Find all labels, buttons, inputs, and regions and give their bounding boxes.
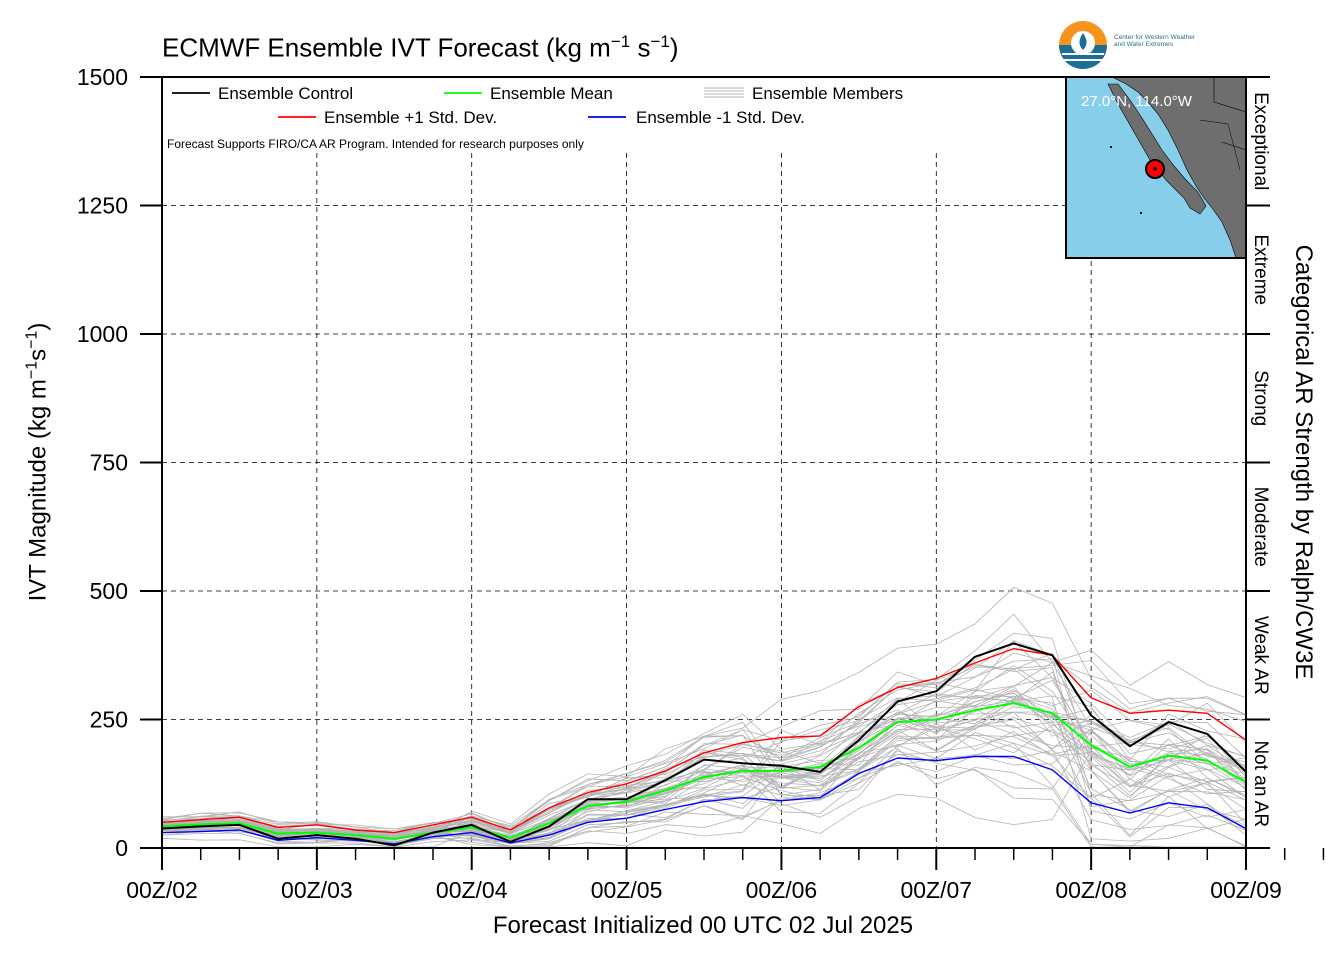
x-tick-label: 00Z/03 xyxy=(281,877,353,903)
category-label: Strong xyxy=(1250,370,1271,426)
ensemble-member-line xyxy=(162,706,1246,837)
ensemble-member-line xyxy=(162,613,1246,834)
logo-text: Center for Western Weather and Water Extr… xyxy=(1114,34,1196,48)
location-label: 27.0°N, 114.0°W xyxy=(1081,93,1193,110)
legend-minus-std: Ensemble -1 Std. Dev. xyxy=(636,108,805,127)
ensemble-member-line xyxy=(162,640,1246,847)
ensemble-member-line xyxy=(162,640,1246,837)
y-tick-label: 750 xyxy=(90,450,128,476)
y-axis-label: IVT Magnitude (kg m−1s−1) xyxy=(23,322,52,602)
ensemble-member-line xyxy=(162,692,1246,841)
category-label: Moderate xyxy=(1250,487,1271,567)
ensemble-member-line xyxy=(162,720,1246,836)
ensemble-member-line xyxy=(162,586,1246,830)
x-tick-label: 00Z/02 xyxy=(126,877,198,903)
category-label: Not an AR xyxy=(1250,740,1271,827)
ensemble-member-line xyxy=(162,716,1246,841)
ensemble-member-line xyxy=(162,738,1246,848)
ensemble-member-line xyxy=(162,652,1246,837)
ensemble-member-line xyxy=(162,723,1246,841)
ensemble-member-line xyxy=(162,692,1246,841)
x-tick-label: 00Z/05 xyxy=(591,877,663,903)
mean-line xyxy=(162,702,1246,840)
chart-title: ECMWF Ensemble IVT Forecast (kg m−1 s−1) xyxy=(162,32,679,63)
x-tick-label: 00Z/08 xyxy=(1055,877,1127,903)
x-tick-label: 00Z/07 xyxy=(900,877,972,903)
legend: Ensemble Control Ensemble Mean Ensemble … xyxy=(167,84,903,151)
y-tick-label: 250 xyxy=(90,707,128,733)
ensemble-member-line xyxy=(162,665,1246,832)
legend-plus-std: Ensemble +1 Std. Dev. xyxy=(324,108,497,127)
grid-lines xyxy=(162,153,1246,848)
y-tick-label: 1500 xyxy=(77,64,128,90)
plus-std-line xyxy=(162,647,1246,834)
ensemble-member-line xyxy=(162,761,1246,848)
legend-members: Ensemble Members xyxy=(752,84,903,103)
minus-std-line xyxy=(162,755,1246,845)
y-tick-label: 1000 xyxy=(77,321,128,347)
land-mainland xyxy=(1111,77,1246,258)
ensemble-member-line xyxy=(162,711,1246,837)
y-tick-label: 1250 xyxy=(77,193,128,219)
legend-control: Ensemble Control xyxy=(218,84,353,103)
ensemble-member-line xyxy=(162,679,1246,835)
inset-map: 27.0°N, 114.0°W xyxy=(1065,76,1247,259)
ensemble-member-line xyxy=(162,708,1246,848)
x-axis-label: Forecast Initialized 00 UTC 02 Jul 2025 xyxy=(492,912,914,939)
category-label: Exceptional xyxy=(1250,92,1271,190)
research-note: Forecast Supports FIRO/CA AR Program. In… xyxy=(167,137,584,151)
water-drop-icon xyxy=(1079,33,1087,50)
y-tick-label: 0 xyxy=(115,835,128,861)
x-tick-label: 00Z/06 xyxy=(746,877,818,903)
category-label: Extreme xyxy=(1250,234,1271,305)
cw3e-logo xyxy=(1059,21,1107,69)
ensemble-lines xyxy=(162,642,1246,847)
y-tick-label: 500 xyxy=(90,578,128,604)
axes: 0 250 500 750 1000 1250 1500 00Z/02 00Z/03 00Z/04… xyxy=(77,64,1325,903)
category-axis-label: Categorical AR Strength by Ralph/CW3E xyxy=(1290,244,1317,680)
land-baja xyxy=(1107,83,1207,215)
category-label: Weak AR xyxy=(1250,616,1271,695)
legend-mean: Ensemble Mean xyxy=(490,84,613,103)
ensemble-member-line xyxy=(162,711,1246,834)
x-tick-label: 00Z/09 xyxy=(1210,877,1282,903)
control-line xyxy=(162,642,1246,847)
x-tick-label: 00Z/04 xyxy=(436,877,508,903)
